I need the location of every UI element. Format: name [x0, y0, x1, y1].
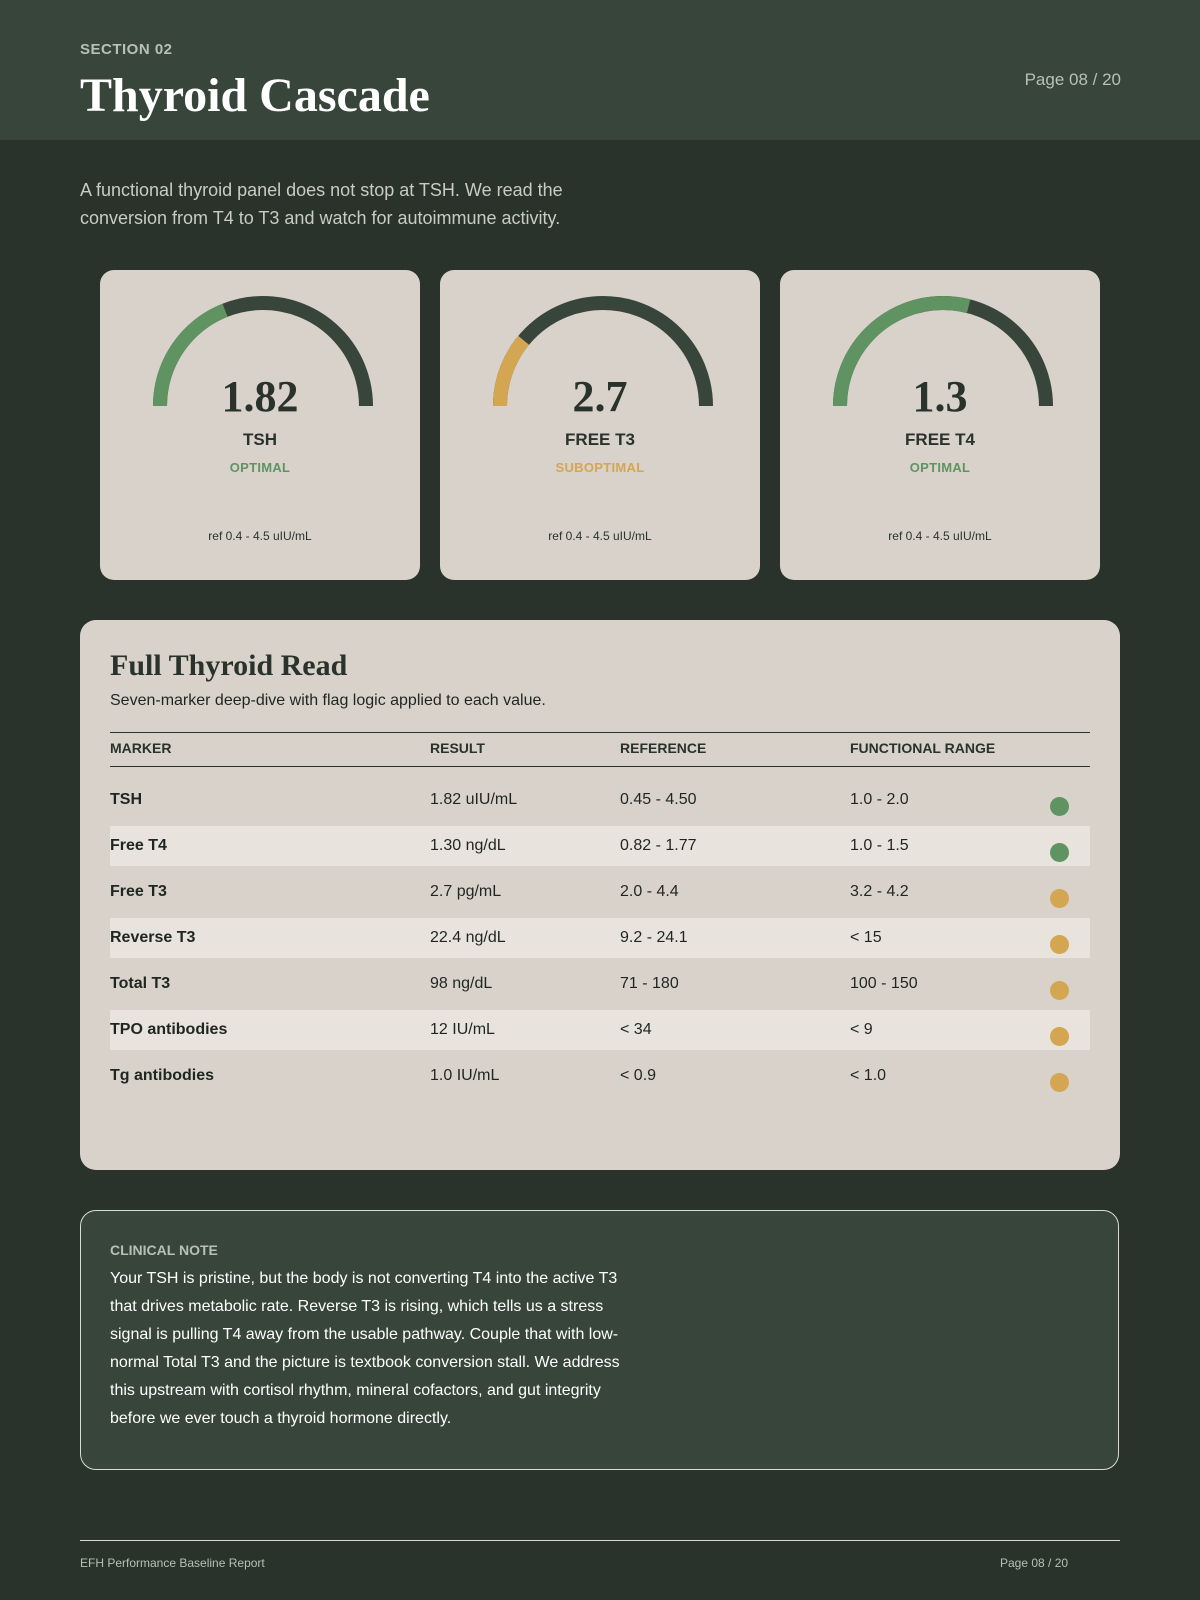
gauge-value: 2.7 [572, 372, 628, 421]
status-dot [1050, 935, 1069, 954]
reference-cell: 71 - 180 [620, 975, 679, 992]
reference-cell: 0.82 - 1.77 [620, 837, 697, 854]
gauge-status: OPTIMAL [909, 460, 971, 475]
gauge-card-tsh [100, 270, 420, 580]
table-title: Full Thyroid Read [110, 649, 348, 682]
gauge-name: TSH [243, 430, 277, 449]
status-dot [1050, 843, 1069, 862]
gauge-fill [493, 335, 530, 407]
gauge-value: 1.82 [221, 372, 299, 421]
reference-cell: < 0.9 [620, 1067, 657, 1084]
result-cell: 2.7 pg/mL [430, 883, 502, 900]
gauge-card-free-t3 [440, 270, 760, 580]
gauge-name: FREE T3 [565, 430, 635, 449]
page-indicator-top: Page 08 / 20 [1024, 70, 1121, 89]
result-cell: 12 IU/mL [430, 1021, 495, 1038]
thyroid-table-card [80, 620, 1120, 1170]
functional-range-cell: 3.2 - 4.2 [850, 883, 909, 900]
gauge-value: 1.3 [912, 372, 968, 421]
gauge-dial [153, 296, 373, 407]
gauge-dial [493, 296, 713, 407]
table-row: Free T3 2.7 pg/mL 2.0 - 4.4 3.2 - 4.2 [110, 872, 1090, 912]
gauge-name: FREE T4 [905, 430, 975, 449]
gauge-card-free-t4 [780, 270, 1100, 580]
table-header-rule [110, 766, 1090, 767]
table-row: TPO antibodies 12 IU/mL < 34 < 9 [110, 1010, 1090, 1050]
reference-cell: < 34 [620, 1021, 652, 1038]
status-dot [1050, 797, 1069, 816]
clinical-note-text: Your TSH is pristine, but the body is no… [110, 1270, 620, 1427]
table-row: Reverse T3 22.4 ng/dL 9.2 - 24.1 < 15 [110, 918, 1090, 958]
result-cell: 98 ng/dL [430, 975, 493, 992]
footer-report-name: EFH Performance Baseline Report [80, 1556, 265, 1570]
marker-cell: TPO antibodies [110, 1021, 228, 1038]
intro-text: A functional thyroid panel does not stop… [80, 180, 563, 228]
functional-range-cell: < 1.0 [850, 1067, 887, 1084]
marker-cell: Tg antibodies [110, 1067, 214, 1084]
clinical-note-card [80, 1210, 1119, 1470]
footer-divider [80, 1540, 1120, 1541]
status-dot [1050, 981, 1069, 1000]
table-row: Tg antibodies 1.0 IU/mL < 0.9 < 1.0 [110, 1056, 1090, 1096]
functional-range-cell: < 9 [850, 1021, 873, 1038]
table-subtitle: Seven-marker deep-dive with flag logic a… [110, 692, 546, 709]
result-cell: 22.4 ng/dL [430, 929, 506, 946]
section-label: SECTION 02 [80, 41, 173, 58]
functional-range-cell: 1.0 - 2.0 [850, 791, 909, 808]
reference-cell: 9.2 - 24.1 [620, 929, 688, 946]
column-header-result: RESULT [430, 740, 485, 756]
functional-range-cell: 1.0 - 1.5 [850, 837, 909, 854]
table-top-rule [110, 732, 1090, 733]
marker-cell: Free T4 [110, 837, 167, 854]
gauge-reference: ref 0.4 - 4.5 uIU/mL [888, 529, 992, 543]
page-header [0, 0, 1200, 140]
result-cell: 1.30 ng/dL [430, 837, 506, 854]
gauge-dial [833, 296, 1053, 407]
status-dot [1050, 1073, 1069, 1092]
column-header-marker: MARKER [110, 740, 172, 756]
result-cell: 1.82 uIU/mL [430, 791, 518, 808]
footer-page-indicator: Page 08 / 20 [1000, 1556, 1069, 1570]
gauge-fill [153, 303, 228, 407]
marker-cell: Total T3 [110, 975, 171, 992]
table-row: Free T4 1.30 ng/dL 0.82 - 1.77 1.0 - 1.5 [110, 826, 1090, 866]
status-dot [1050, 1027, 1069, 1046]
functional-range-cell: < 15 [850, 929, 882, 946]
gauge-status: OPTIMAL [229, 460, 291, 475]
gauge-status: SUBOPTIMAL [555, 460, 645, 475]
gauge-reference: ref 0.4 - 4.5 uIU/mL [548, 529, 652, 543]
table-row: Total T3 98 ng/dL 71 - 180 100 - 150 [110, 964, 1090, 1004]
result-cell: 1.0 IU/mL [430, 1067, 500, 1084]
marker-cell: Free T3 [110, 883, 167, 900]
table-row: TSH 1.82 uIU/mL 0.45 - 4.50 1.0 - 2.0 [110, 780, 1090, 820]
functional-range-cell: 100 - 150 [850, 975, 918, 992]
clinical-note-label: CLINICAL NOTE [110, 1242, 218, 1258]
status-dot [1050, 889, 1069, 908]
gauge-reference: ref 0.4 - 4.5 uIU/mL [208, 529, 312, 543]
column-header-reference: REFERENCE [620, 740, 707, 756]
reference-cell: 2.0 - 4.4 [620, 883, 679, 900]
column-header-functional-range: FUNCTIONAL RANGE [850, 740, 996, 756]
gauge-fill [833, 296, 971, 407]
marker-cell: Reverse T3 [110, 929, 196, 946]
marker-cell: TSH [110, 791, 142, 808]
reference-cell: 0.45 - 4.50 [620, 791, 697, 808]
page-title: Thyroid Cascade [80, 69, 430, 122]
